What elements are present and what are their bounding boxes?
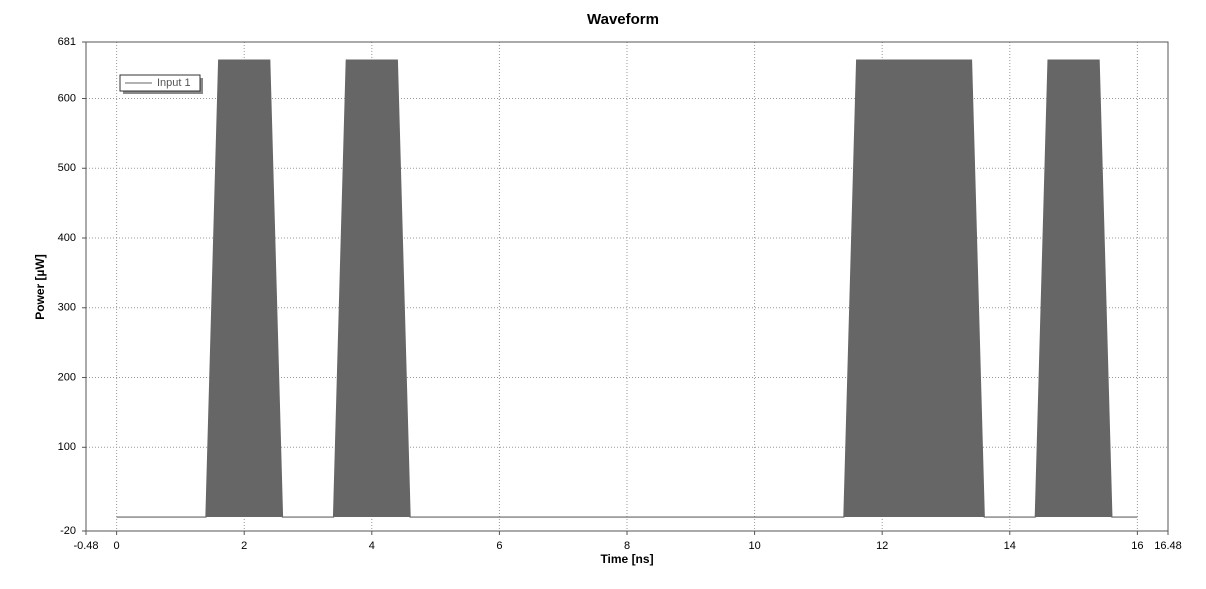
y-axis-label: Power [µW] [33, 254, 47, 320]
legend-label: Input 1 [157, 77, 191, 89]
x-tick-label: -0.48 [73, 540, 98, 552]
waveform-area [116, 59, 1138, 518]
y-tick-label: 300 [58, 302, 76, 314]
x-tick-label: 8 [624, 540, 630, 552]
y-tick-label: 100 [58, 441, 76, 453]
x-tick-label: 16 [1131, 540, 1143, 552]
x-tick-label: 10 [748, 540, 760, 552]
y-tick-label: 681 [58, 36, 76, 48]
y-tick-label: 400 [58, 232, 76, 244]
x-tick-label: 12 [876, 540, 888, 552]
y-tick-label: 600 [58, 92, 76, 104]
x-tick-label: 2 [241, 540, 247, 552]
x-tick-label: 6 [496, 540, 502, 552]
x-tick-label: 0 [114, 540, 120, 552]
legend: Input 1 [119, 74, 203, 94]
y-tick-label: -20 [60, 525, 76, 537]
y-tick-label: 200 [58, 371, 76, 383]
chart-title: Waveform [587, 11, 659, 28]
x-tick-label: 14 [1004, 540, 1016, 552]
x-tick-label: 16.48 [1154, 540, 1182, 552]
x-tick-label: 4 [369, 540, 375, 552]
x-axis-label: Time [ns] [600, 552, 653, 566]
y-tick-label: 500 [58, 162, 76, 174]
legend-box [119, 74, 201, 92]
plot-area [116, 59, 1138, 518]
